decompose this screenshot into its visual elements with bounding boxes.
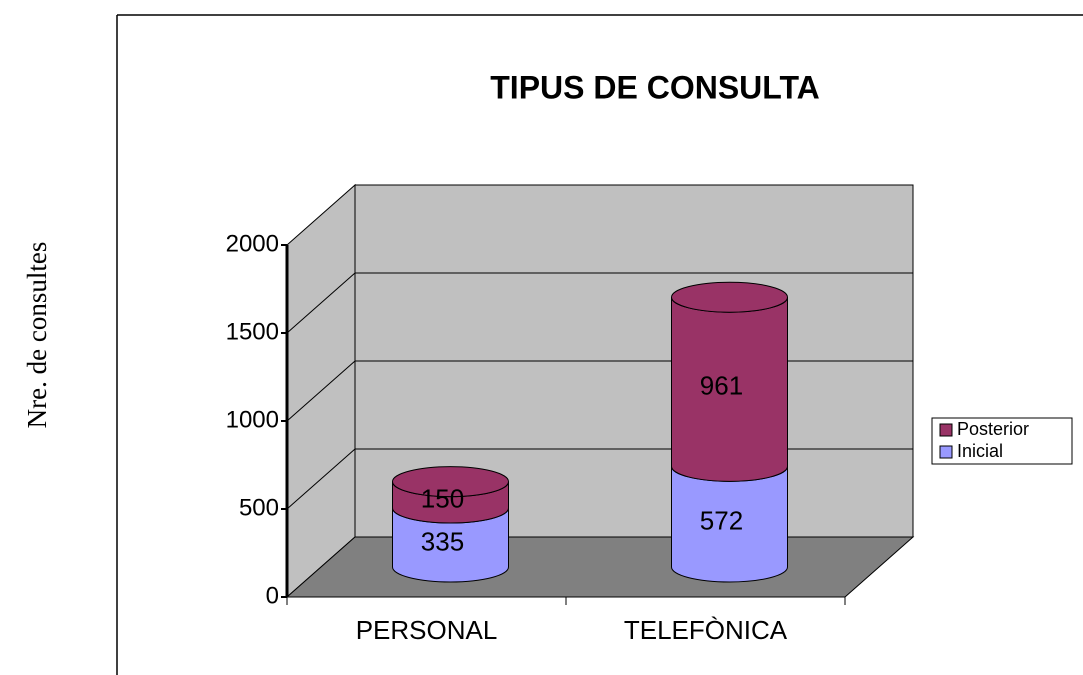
value-label: 335 bbox=[421, 526, 464, 556]
legend-swatch bbox=[939, 423, 953, 437]
legend-label: Posterior bbox=[957, 419, 1029, 439]
cylinder-top bbox=[671, 281, 788, 313]
legend-swatch bbox=[939, 445, 953, 459]
floor bbox=[285, 536, 915, 598]
y-tick-label: 500 bbox=[239, 494, 279, 521]
x-tick-label: PERSONAL bbox=[356, 615, 498, 645]
y-tick-label: 0 bbox=[266, 582, 279, 609]
y-tick-label: 1500 bbox=[226, 318, 279, 345]
cylinder-top bbox=[392, 466, 509, 498]
legend-box bbox=[931, 417, 1073, 465]
y-tick-label: 1000 bbox=[226, 406, 279, 433]
legend-label: Inicial bbox=[957, 441, 1003, 461]
y-tick-label: 2000 bbox=[226, 230, 279, 257]
value-label: 572 bbox=[700, 506, 743, 536]
value-label: 150 bbox=[421, 484, 464, 514]
grid-line-side bbox=[286, 360, 356, 422]
chart-title: TIPUS DE CONSULTA bbox=[490, 69, 819, 105]
value-label: 961 bbox=[700, 371, 743, 401]
x-tick-label: TELEFÒNICA bbox=[624, 615, 788, 645]
grid-line-side bbox=[286, 272, 356, 334]
grid-line-side bbox=[286, 448, 356, 510]
y-axis-label: Nre. de consultes bbox=[22, 242, 52, 429]
